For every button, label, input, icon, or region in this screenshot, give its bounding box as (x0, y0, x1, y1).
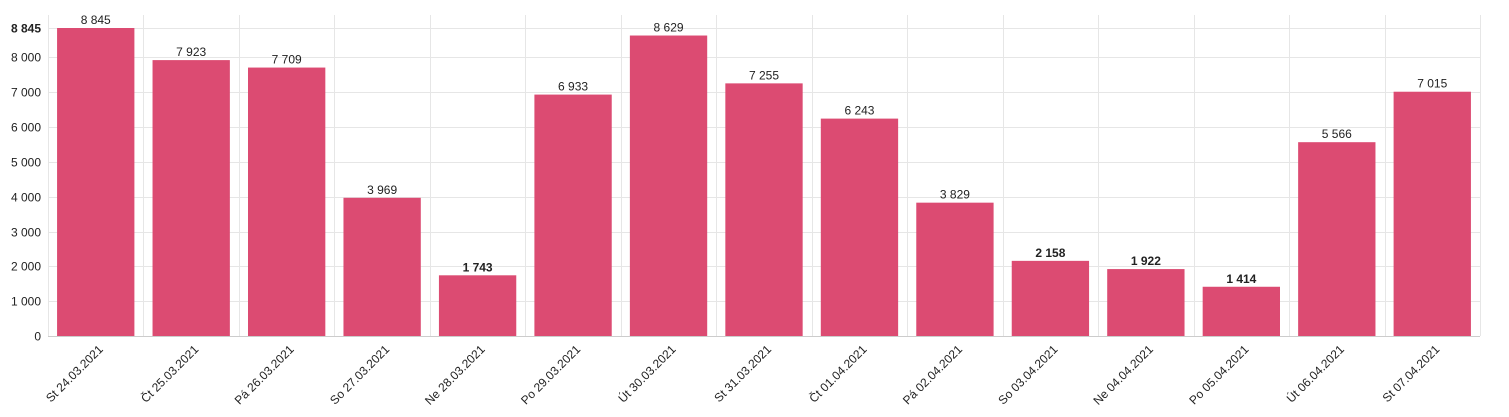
bar-value-label: 7 015 (1417, 77, 1447, 91)
bar[interactable] (1107, 269, 1185, 336)
bar-value-label: 6 933 (558, 80, 588, 94)
bar-value-label: 7 709 (272, 53, 302, 67)
y-tick-label: 8 845 (11, 22, 41, 36)
bar-value-label: 6 243 (844, 104, 874, 118)
x-tick-label: Ne 04.04.2021 (1090, 342, 1156, 408)
x-tick-label: Po 29.03.2021 (518, 342, 583, 407)
bar[interactable] (1011, 260, 1090, 336)
bar-value-label: 1 414 (1226, 272, 1256, 286)
y-tick-label: 3 000 (11, 226, 41, 240)
bar-value-label: 8 845 (81, 13, 111, 27)
bar-value-label: 1 743 (463, 260, 493, 274)
bar[interactable] (1393, 91, 1471, 336)
y-tick-label: 8 000 (11, 51, 41, 65)
x-tick-label: Pá 02.04.2021 (900, 342, 965, 407)
bar[interactable] (725, 83, 803, 336)
bar-value-label: 7 923 (176, 45, 206, 59)
x-tick-label: So 03.04.2021 (995, 342, 1060, 407)
bar[interactable] (248, 67, 326, 337)
bar[interactable] (57, 28, 135, 336)
bar[interactable] (438, 275, 517, 336)
bar-value-label: 7 255 (749, 68, 779, 82)
bar[interactable] (820, 118, 899, 336)
y-tick-label: 0 (34, 330, 41, 344)
bar-value-label: 3 829 (940, 188, 970, 202)
x-tick-label: Po 05.04.2021 (1186, 342, 1251, 407)
x-tick-label: St 31.03.2021 (711, 342, 774, 405)
bar[interactable] (916, 202, 994, 336)
bar[interactable] (343, 197, 421, 336)
bar-value-label: 5 566 (1322, 127, 1352, 141)
y-tick-label: 1 000 (11, 295, 41, 309)
bar[interactable] (1202, 286, 1280, 336)
x-tick-label: St 07.04.2021 (1380, 342, 1443, 405)
y-tick-label: 4 000 (11, 191, 41, 205)
y-tick-label: 5 000 (11, 156, 41, 170)
bar-value-label: 1 922 (1131, 254, 1161, 268)
x-tick-label: Út 30.03.2021 (615, 341, 679, 405)
x-tick-label: Čt 25.03.2021 (137, 341, 201, 405)
x-tick-label: Čt 01.04.2021 (806, 341, 870, 405)
x-tick-label: St 24.03.2021 (43, 342, 106, 405)
bar[interactable] (152, 60, 230, 336)
x-tick-label: So 27.03.2021 (327, 342, 392, 407)
x-tick-label: Út 06.04.2021 (1283, 341, 1347, 405)
bar-value-label: 2 158 (1035, 246, 1065, 260)
y-tick-label: 7 000 (11, 86, 41, 100)
bars-layer (57, 28, 1471, 337)
x-tick-label: Pá 26.03.2021 (232, 342, 297, 407)
x-tick-label: Ne 28.03.2021 (422, 342, 488, 408)
bar-value-label: 8 629 (654, 21, 684, 35)
bar[interactable] (534, 94, 612, 337)
y-tick-label: 2 000 (11, 260, 41, 274)
bar[interactable] (629, 35, 708, 336)
y-tick-label: 6 000 (11, 121, 41, 135)
bar[interactable] (1298, 142, 1376, 336)
bar-value-label: 3 969 (367, 183, 397, 197)
